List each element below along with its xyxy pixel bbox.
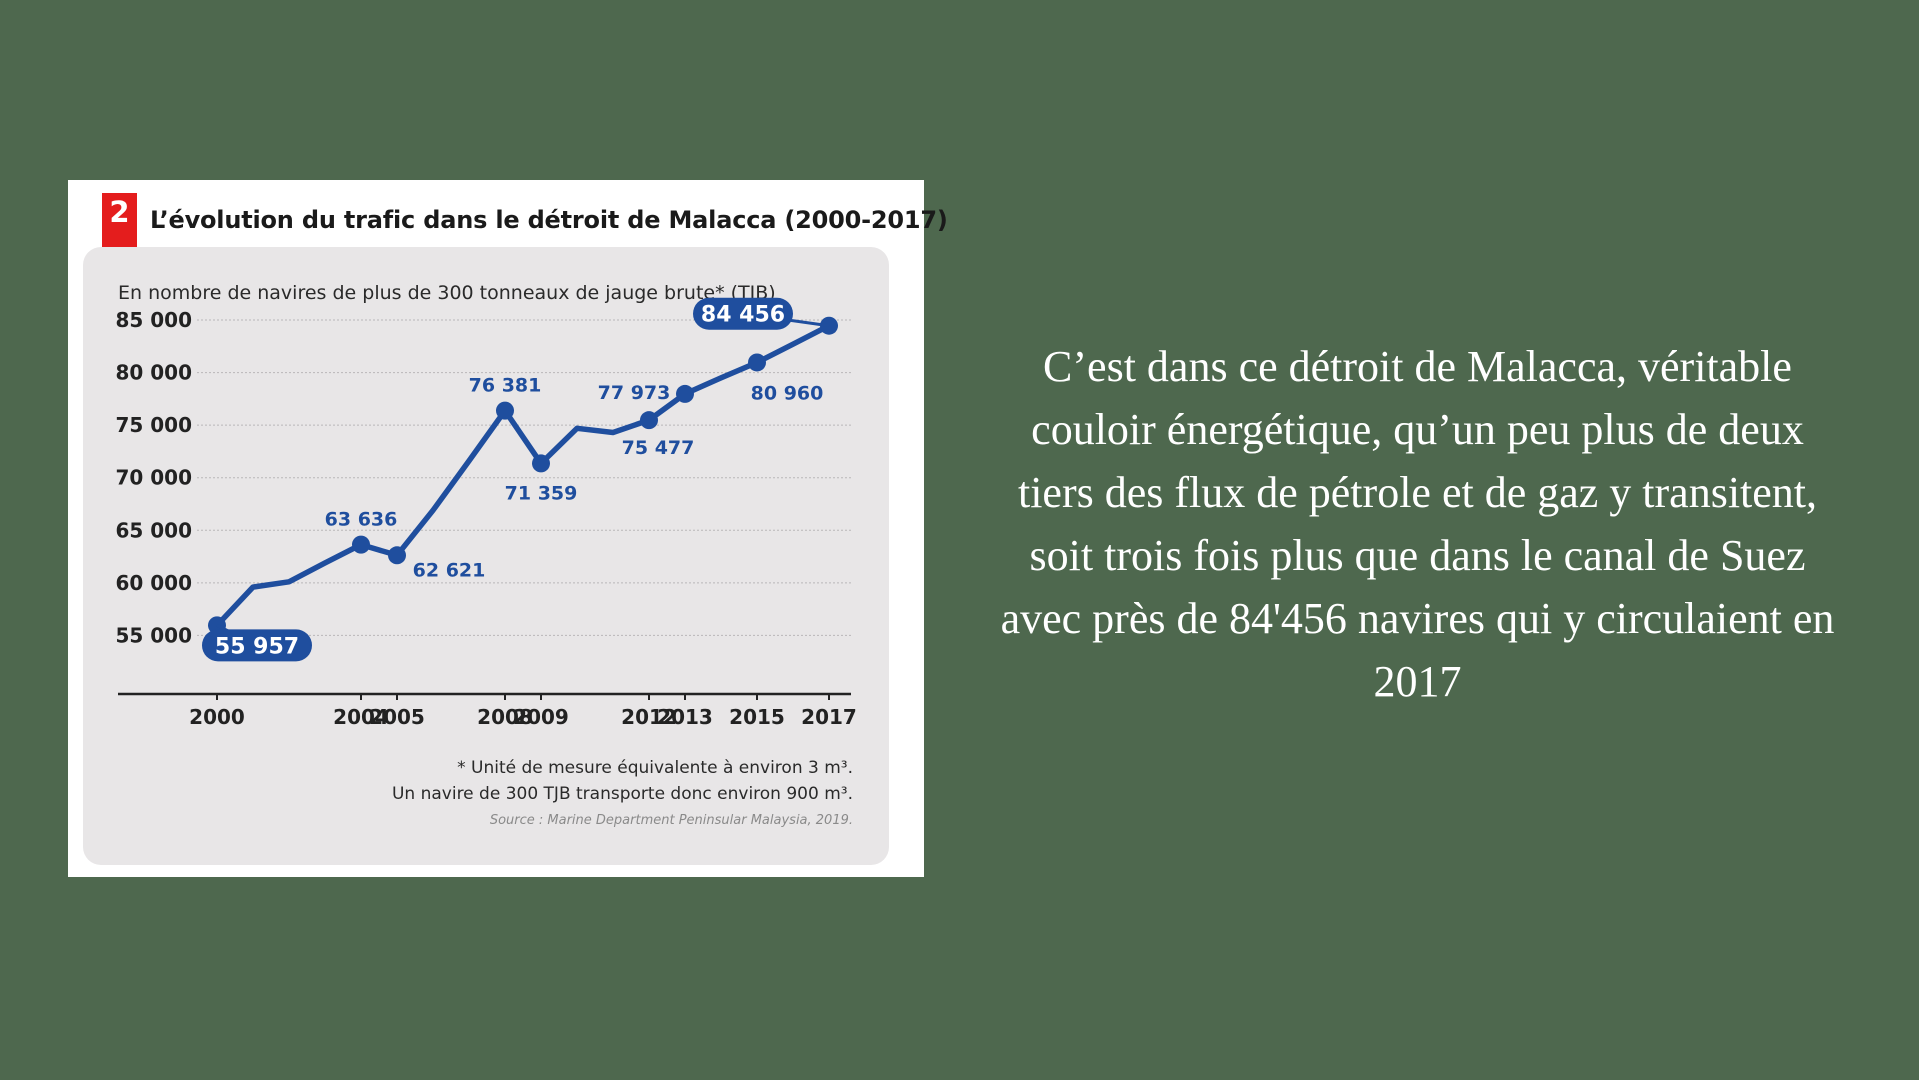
note-line-2: Un navire de 300 TJB transporte donc env… xyxy=(391,784,853,804)
x-tick-label: 2005 xyxy=(369,705,425,729)
data-label-box xyxy=(693,297,793,330)
chart-source: Source : Marine Department Peninsular Ma… xyxy=(489,813,853,828)
x-tick-label: 2009 xyxy=(513,705,569,729)
data-label: 84 456 xyxy=(701,303,785,328)
y-tick-label: 70 000 xyxy=(115,466,192,490)
data-point xyxy=(748,353,766,372)
y-tick-label: 55 000 xyxy=(115,623,192,647)
x-tick-label: 2015 xyxy=(729,705,785,729)
data-label: 76 381 xyxy=(469,375,542,397)
note-line-1: * Unité de mesure équivalente à environ … xyxy=(457,758,853,778)
x-tick-label: 2013 xyxy=(657,705,713,729)
data-label: 62 621 xyxy=(413,559,486,581)
y-tick-label: 85 000 xyxy=(115,308,192,332)
data-point xyxy=(496,401,514,420)
data-point xyxy=(820,316,838,335)
data-point xyxy=(676,384,694,403)
data-point xyxy=(388,546,406,565)
x-tick-label: 2017 xyxy=(801,705,857,729)
x-tick-label: 2000 xyxy=(189,705,245,729)
chart-notes: * Unité de mesure équivalente à environ … xyxy=(392,755,853,807)
data-label: 80 960 xyxy=(751,382,824,404)
line-chart: 55 000 60 000 65 000 70 000 75 000 80 000 85 0… xyxy=(115,297,857,729)
data-label: 77 973 xyxy=(598,382,671,404)
data-point xyxy=(532,454,550,473)
figure-number-badge: 2 xyxy=(102,193,137,247)
data-label: 55 957 xyxy=(215,634,299,659)
data-point xyxy=(352,535,370,554)
y-tick-label: 65 000 xyxy=(115,518,192,542)
caption-text: C’est dans ce détroit de Malacca, vérita… xyxy=(1000,342,1835,706)
chart-card: 2 L’évolution du trafic dans le détroit … xyxy=(68,180,948,877)
y-tick-label: 60 000 xyxy=(115,571,192,595)
series-line xyxy=(214,322,832,629)
chart-subtitle: En nombre de navires de plus de 300 tonn… xyxy=(118,282,776,304)
y-tick-label: 75 000 xyxy=(115,413,192,437)
x-tick-label: 2012 xyxy=(621,705,677,729)
chart-title: L’évolution du trafic dans le détroit de… xyxy=(150,206,948,234)
figure-title-row: 2 L’évolution du trafic dans le détroit … xyxy=(102,193,948,247)
data-label: 63 636 xyxy=(325,509,398,531)
data-label: 71 359 xyxy=(505,482,578,504)
x-tick-label: 2004 xyxy=(333,705,389,729)
chart-panel: En nombre de navires de plus de 300 tonn… xyxy=(83,247,889,865)
data-label: 75 477 xyxy=(622,437,695,459)
data-point xyxy=(640,411,658,430)
x-tick-label: 2008 xyxy=(477,705,533,729)
data-label-box xyxy=(202,629,312,662)
y-tick-label: 80 000 xyxy=(115,361,192,385)
